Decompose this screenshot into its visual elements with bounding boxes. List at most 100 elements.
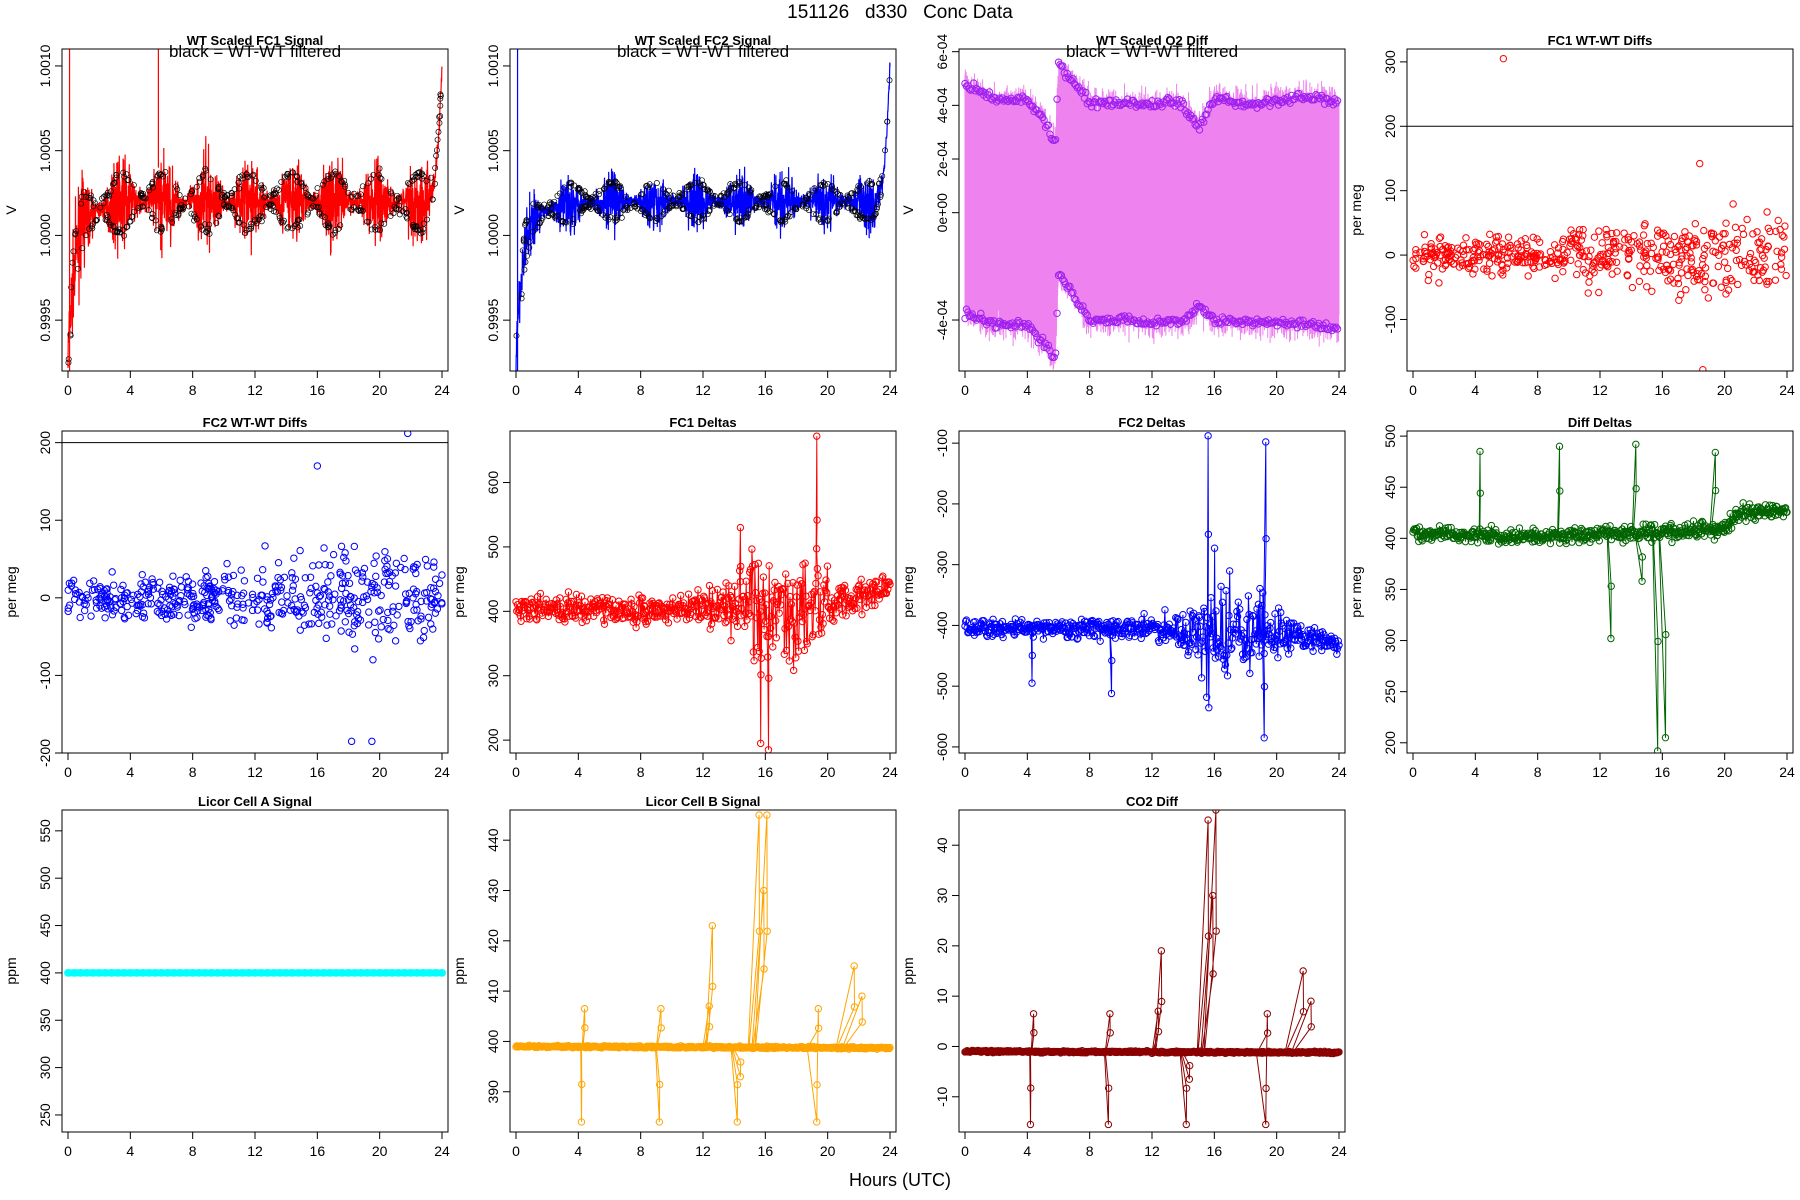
scatter-point (166, 590, 175, 599)
filtered-point (820, 215, 827, 222)
series-point (1262, 438, 1270, 446)
filtered-point (310, 203, 317, 210)
filtered-point (727, 184, 734, 191)
series-point (1646, 521, 1655, 530)
scatter-point (1419, 255, 1428, 263)
series-point (761, 589, 769, 597)
scatter-point (402, 599, 410, 608)
scatter-point (219, 585, 227, 593)
series-point (577, 592, 586, 600)
scatter-point (202, 573, 210, 582)
filtered-point (341, 177, 348, 184)
filtered-point (332, 227, 339, 234)
filtered-point (876, 180, 883, 187)
series-point (1499, 537, 1508, 545)
filtered-point (420, 173, 427, 180)
scatter-point (407, 617, 415, 626)
filtered-point (94, 216, 100, 223)
series-point (655, 1080, 664, 1089)
filtered-point (803, 205, 810, 212)
scatter-point (1777, 265, 1786, 273)
scatter-point (400, 554, 408, 563)
series-point (606, 604, 614, 613)
filtered-point (722, 206, 729, 213)
series-point (762, 601, 770, 609)
series-point (1220, 665, 1229, 673)
series-point (1095, 315, 1103, 324)
series-point (1328, 637, 1337, 645)
series-point (1648, 538, 1656, 546)
filtered-point (849, 190, 855, 197)
series-point (1140, 609, 1148, 618)
series-point (1073, 635, 1081, 643)
series-point (1122, 99, 1130, 108)
filtered-point (278, 218, 285, 225)
series-point (1555, 442, 1564, 451)
series-point (1482, 537, 1491, 545)
filtered-point (799, 203, 806, 210)
series-point (673, 615, 681, 623)
scatter-point (234, 600, 242, 608)
series-point (1511, 528, 1519, 537)
series-point (737, 562, 745, 571)
filtered-point (432, 164, 439, 171)
scatter-point (182, 573, 190, 581)
x-tick-label: 16 (1655, 764, 1671, 780)
series-point (992, 324, 1001, 332)
filtered-point (700, 215, 707, 222)
scatter-point (237, 566, 245, 574)
series-point (821, 587, 829, 595)
filtered-point (81, 189, 88, 195)
filtered-point (638, 206, 645, 213)
series-point (1327, 632, 1335, 640)
filtered-point (687, 213, 694, 220)
scatter-point (1462, 234, 1470, 242)
scatter-point (283, 592, 291, 600)
series-point (763, 811, 771, 819)
series-point (708, 586, 717, 595)
series-point (756, 739, 765, 748)
series-point (1090, 632, 1099, 641)
series-point (1051, 349, 1060, 357)
series-point (1568, 538, 1576, 546)
y-tick-label: 450 (1382, 475, 1398, 499)
series-point (1332, 323, 1340, 331)
series-point (711, 614, 719, 622)
scatter-point (389, 607, 397, 615)
scatter-point (354, 597, 362, 606)
filtered-point (65, 356, 72, 363)
scatter-point (1475, 256, 1483, 265)
filtered-point (138, 190, 145, 197)
scatter-point (1733, 239, 1742, 247)
series-point (691, 596, 699, 604)
filtered-point (67, 331, 74, 338)
panel-title: FC2 Deltas (1118, 415, 1185, 430)
series-point (1215, 637, 1224, 646)
filtered-point (779, 217, 786, 224)
series-point (875, 595, 883, 603)
scatter-point (290, 554, 298, 562)
filtered-point (86, 226, 93, 232)
series-point (997, 319, 1005, 327)
filtered-point (275, 187, 282, 193)
filtered-point (131, 208, 138, 215)
series-point (800, 646, 809, 655)
filtered-point (614, 214, 621, 221)
filtered-point (886, 77, 893, 84)
series-point (779, 585, 788, 594)
scatter-point (65, 601, 74, 609)
filtered-point (806, 190, 813, 197)
filtered-point (721, 194, 728, 201)
scatter-point (170, 610, 178, 618)
scatter-point (1749, 230, 1757, 238)
scatter-point (1484, 242, 1492, 251)
filtered-point (314, 204, 321, 211)
filtered-point (216, 213, 223, 220)
series-point (1158, 319, 1166, 327)
x-tick-label: 4 (1023, 764, 1031, 780)
scatter-point (1522, 250, 1530, 258)
scatter-point (1412, 264, 1420, 272)
